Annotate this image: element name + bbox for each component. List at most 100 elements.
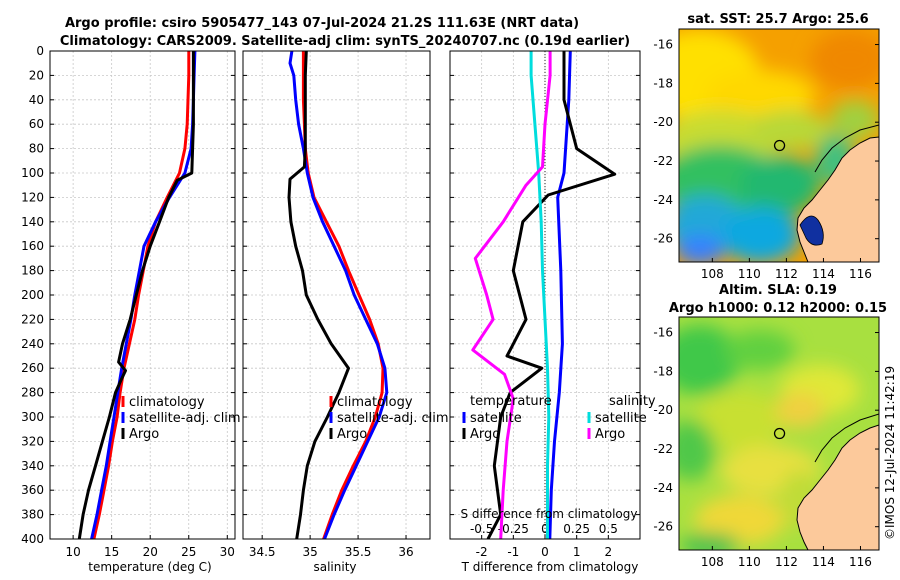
- temperature-xtick-label: 25: [181, 545, 196, 559]
- temperature-xtick-label: 30: [220, 545, 235, 559]
- map-ytick-label: -26: [653, 232, 673, 246]
- salinity-legend: climatology satellite-adj. clim Argo: [329, 395, 449, 442]
- depth-tick-label: 20: [29, 68, 44, 82]
- depth-tick-label: 200: [21, 288, 44, 302]
- depth-tick-label: 280: [21, 386, 44, 400]
- difference-xtick2-label: -0.5: [470, 522, 493, 536]
- legend-label-satellite: satellite-adj. clim: [129, 411, 241, 426]
- map-ytick-label: -18: [653, 76, 673, 90]
- sla-map-field: [679, 317, 879, 550]
- depth-tick-label: 100: [21, 166, 44, 180]
- salinity-series: [287, 51, 389, 539]
- depth-tick-label: 60: [29, 117, 44, 131]
- depth-tick-label: 180: [21, 264, 44, 278]
- sla-map-frame: [678, 316, 880, 551]
- salinity-xtick-label: 35.5: [345, 545, 372, 559]
- map-ytick-label: -20: [653, 115, 673, 129]
- map-ytick-label: -16: [653, 326, 673, 340]
- legend-title-temperature: temperature: [470, 394, 552, 409]
- sla-map-axes: 108 110 112 114 116 -16 -18 -20 -22 -24 -26: [653, 326, 879, 569]
- difference-xtick-label: -2: [476, 545, 488, 559]
- difference-xtick2-label: 0.25: [563, 522, 590, 536]
- series-line-satellite-adj-clim: [288, 51, 389, 539]
- map-xtick-label: 110: [738, 267, 761, 281]
- temperature-series: [77, 51, 197, 539]
- legend-label-satellite: satellite-adj. clim: [337, 411, 449, 426]
- map-ytick-label: -20: [653, 403, 673, 417]
- map-ytick-label: -24: [653, 481, 673, 495]
- map-xtick-label: 108: [701, 555, 724, 569]
- depth-tick-label: 80: [29, 142, 44, 156]
- salinity-frame: [242, 50, 431, 540]
- map-xtick-label: 114: [812, 267, 835, 281]
- difference-series: [471, 51, 617, 539]
- map-xtick-label: 112: [775, 555, 798, 569]
- difference-xtick2-label: 0.5: [599, 522, 618, 536]
- legend-title-salinity: salinity: [609, 394, 656, 409]
- series-line-s-argo: [471, 51, 552, 539]
- salinity-panel: 34.5 35 35.5 36: [242, 50, 431, 559]
- legend-label-s-satellite: satellite: [595, 411, 647, 426]
- difference-xlabel: T difference from climatology: [461, 560, 639, 574]
- legend-label-t-satellite: satellite: [470, 411, 522, 426]
- depth-tick-label: 220: [21, 312, 44, 326]
- series-line-climatology: [92, 51, 191, 539]
- map-xtick-label: 114: [812, 555, 835, 569]
- difference-xtick-label: 0: [541, 545, 549, 559]
- legend-label-argo: Argo: [129, 427, 159, 442]
- depth-tick-label: 380: [21, 508, 44, 522]
- sla-map-title: Altim. SLA: 0.19: [719, 283, 837, 298]
- temperature-legend: climatology satellite-adj. clim Argo: [121, 395, 241, 442]
- chart-title: Argo profile: csiro 5905477_143 07-Jul-2…: [65, 16, 579, 31]
- sst-map-frame: [678, 28, 880, 263]
- depth-tick-label: 120: [21, 190, 44, 204]
- series-line-argo: [287, 51, 350, 539]
- map-ytick-label: -16: [653, 38, 673, 52]
- depth-tick-label: 160: [21, 239, 44, 253]
- difference-xtick2-label: -0.25: [498, 522, 529, 536]
- salinity-xlabel: salinity: [313, 560, 356, 574]
- depth-tick-label: 340: [21, 459, 44, 473]
- temperature-xtick-label: 15: [104, 545, 119, 559]
- temperature-xtick-label: 20: [143, 545, 158, 559]
- sst-map-axes: 108 110 112 114 116 -16 -18 -20 -22 -24 -26: [653, 38, 879, 281]
- salinity-xtick-label: 36: [398, 545, 413, 559]
- legend-label-argo: Argo: [337, 427, 367, 442]
- depth-tick-label: 360: [21, 483, 44, 497]
- sst-map-title: sat. SST: 25.7 Argo: 25.6: [687, 12, 868, 27]
- map-ytick-label: -22: [653, 154, 673, 168]
- depth-tick-label: 140: [21, 215, 44, 229]
- map-xtick-label: 116: [849, 555, 872, 569]
- salinity-xtick-label: 35: [302, 545, 317, 559]
- legend-label-climatology: climatology: [129, 395, 205, 410]
- difference-xtick-label: 1: [573, 545, 581, 559]
- depth-tick-label: 320: [21, 434, 44, 448]
- depth-tick-label: 0: [36, 44, 44, 58]
- map-ytick-label: -18: [653, 364, 673, 378]
- temperature-xtick-label: 10: [65, 545, 80, 559]
- map-ytick-label: -26: [653, 520, 673, 534]
- depth-tick-label: 240: [21, 337, 44, 351]
- difference-xtick-label: -1: [507, 545, 519, 559]
- temperature-xlabel: temperature (deg C): [88, 560, 211, 574]
- map-ytick-label: -22: [653, 442, 673, 456]
- series-line-s-satellite: [529, 51, 551, 539]
- map-xtick-label: 108: [701, 267, 724, 281]
- difference-xtick-label: 2: [605, 545, 613, 559]
- series-line-argo: [77, 51, 195, 539]
- legend-label-s-argo: Argo: [595, 427, 625, 442]
- sst-argo-marker: [773, 139, 786, 152]
- salinity-xtick-label: 34.5: [249, 545, 276, 559]
- credit-text: ©IMOS 12-Jul-2024 11:42:19: [883, 366, 897, 540]
- temperature-frame: [49, 50, 236, 540]
- sla-map-subtitle: Argo h1000: 0.12 h2000: 0.15: [669, 301, 887, 316]
- depth-tick-label: 260: [21, 361, 44, 375]
- difference-legend: temperature satellite Argo salinity sate…: [462, 394, 656, 442]
- map-xtick-label: 112: [775, 267, 798, 281]
- depth-axis: 0 20 40 60 80 100 120 140 160 180 200 220 240 260 280 3…: [21, 44, 44, 546]
- legend-label-t-argo: Argo: [470, 427, 500, 442]
- difference-frame: [449, 50, 641, 540]
- temperature-panel: 10 15 20 25 30: [49, 50, 236, 559]
- depth-tick-label: 40: [29, 93, 44, 107]
